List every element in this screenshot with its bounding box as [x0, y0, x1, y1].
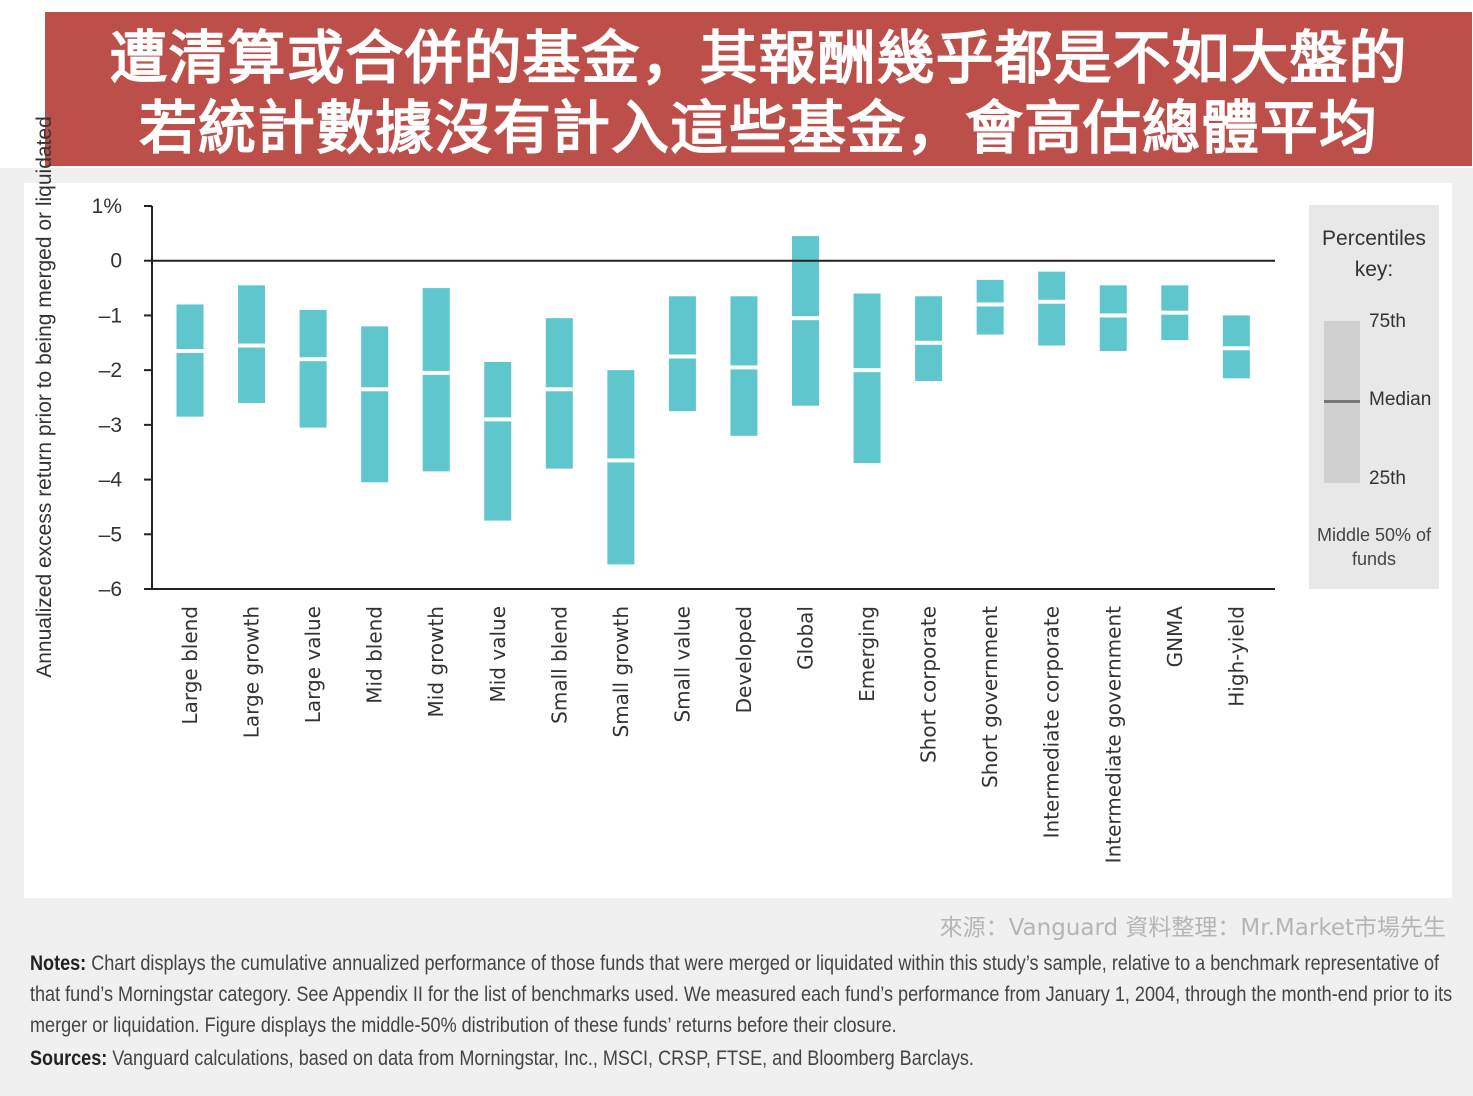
x-tick-label: High-yield — [1224, 606, 1248, 707]
y-tick-label: –5 — [99, 523, 122, 546]
median-marker — [176, 348, 204, 353]
legend-label-75th: 75th — [1369, 311, 1406, 332]
legend-label-median: Median — [1369, 389, 1432, 410]
y-tick-label: –6 — [99, 578, 122, 601]
x-tick-label: Short corporate — [917, 606, 941, 763]
range-bar — [361, 326, 389, 483]
banner-title-line-2: 若統計數據沒有計入這些基金，會高估總體平均 — [138, 94, 1378, 162]
median-marker — [915, 340, 943, 345]
x-tick-label: Mid growth — [424, 606, 448, 717]
y-tick-label: 0 — [110, 250, 122, 273]
range-bar — [176, 304, 204, 417]
median-marker — [484, 417, 512, 422]
notes-text: Chart displays the cumulative annualized… — [30, 952, 1453, 1037]
banner-title-line-1: 遭清算或合併的基金，其報酬幾乎都是不如大盤的 — [109, 24, 1408, 92]
y-tick-label: –4 — [99, 469, 123, 492]
range-bar — [545, 318, 573, 469]
legend-footer: Middle 50% of funds — [1316, 525, 1432, 569]
percentiles-key: Percentiles key: 75th Median 25th Middle… — [1309, 205, 1439, 589]
range-bar — [853, 293, 881, 464]
range-bar — [1099, 285, 1127, 351]
median-marker — [1099, 313, 1127, 318]
x-tick-label: Small blend — [547, 606, 571, 724]
x-tick-label: Developed — [732, 606, 756, 713]
x-tick-label: Mid blend — [363, 606, 387, 704]
range-bar — [607, 370, 635, 565]
x-tick-label: Large blend — [178, 606, 202, 725]
range-bar — [976, 279, 1004, 335]
legend-median-marker — [1324, 400, 1360, 403]
y-tick-label: –3 — [99, 414, 122, 437]
source-credit: 來源：Vanguard 資料整理：Mr.Market市場先生 — [939, 915, 1446, 941]
median-marker — [853, 368, 881, 373]
x-tick-label: Intermediate government — [1101, 606, 1125, 863]
bar-series — [176, 236, 1250, 565]
median-marker — [792, 316, 819, 321]
range-bar — [668, 296, 696, 412]
y-tick-label: –1 — [99, 304, 122, 327]
median-marker — [1222, 346, 1250, 351]
median-marker — [730, 365, 758, 370]
median-marker — [238, 343, 266, 348]
median-marker — [361, 387, 389, 392]
range-bar — [422, 288, 450, 472]
x-tick-label: Emerging — [855, 606, 879, 702]
median-marker — [607, 458, 635, 463]
x-tick-label: GNMA — [1163, 606, 1187, 668]
range-bar — [299, 309, 327, 428]
x-axis-labels: Large blend Large growth Large value Mid bl… — [178, 606, 1248, 864]
legend-label-25th: 25th — [1369, 468, 1406, 489]
range-bar — [915, 296, 943, 382]
median-marker — [976, 302, 1004, 307]
range-bar — [1038, 271, 1066, 346]
notes-label: Notes: — [30, 952, 87, 975]
median-marker — [422, 370, 450, 375]
median-marker — [545, 387, 573, 392]
title-banner: 遭清算或合併的基金，其報酬幾乎都是不如大盤的 若統計數據沒有計入這些基金，會高估… — [45, 12, 1472, 166]
x-tick-label: Global — [794, 606, 818, 670]
x-tick-label: Large growth — [240, 606, 264, 738]
y-axis-label: Annualized excess return prior to being … — [33, 116, 56, 678]
x-tick-label: Intermediate corporate — [1040, 606, 1064, 838]
median-marker — [1038, 299, 1066, 304]
sources-text: Vanguard calculations, based on data fro… — [107, 1047, 974, 1070]
x-tick-label: Large value — [301, 606, 325, 723]
median-marker — [299, 357, 327, 362]
x-tick-label: Small value — [670, 606, 694, 723]
sources-label: Sources: — [30, 1047, 108, 1070]
y-tick-label: 1% — [92, 195, 122, 218]
x-tick-label: Short government — [978, 606, 1002, 788]
y-axis-ticks: 1% 0 –1 –2 –3 –4 –5 –6 — [92, 195, 152, 601]
range-bar — [792, 236, 819, 406]
x-tick-label: Mid value — [486, 606, 510, 703]
median-marker — [1161, 310, 1189, 315]
x-tick-label: Small growth — [609, 606, 633, 738]
notes-paragraph: Notes: Chart displays the cumulative ann… — [30, 948, 1455, 1041]
legend-title: Percentiles key: — [1322, 227, 1426, 281]
median-marker — [668, 354, 696, 359]
y-tick-label: –2 — [99, 359, 122, 382]
sources-line: Sources: Vanguard calculations, based on… — [30, 1047, 974, 1071]
range-bar — [484, 361, 512, 521]
